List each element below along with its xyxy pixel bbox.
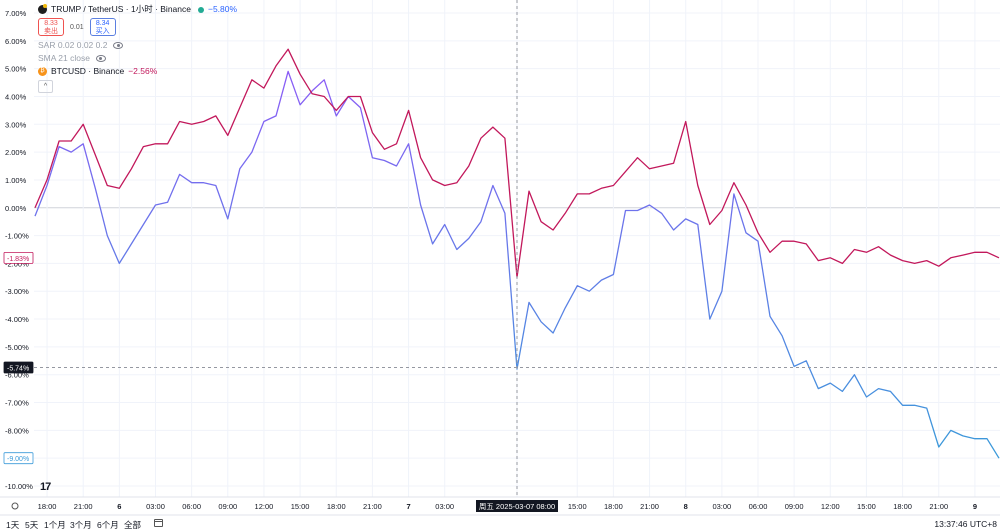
y-tick-label: -5.00%	[5, 343, 29, 352]
compare-symbol-title: BTCUSD · Binance	[51, 66, 125, 76]
y-tick-label: 7.00%	[5, 9, 27, 18]
timeframe-3m-button[interactable]: 3个月	[70, 520, 92, 530]
y-tick-label: 6.00%	[5, 37, 27, 46]
y-tick-label: -3.00%	[5, 287, 29, 296]
trump-series-line	[34, 70, 1000, 459]
tradingview-logo[interactable]: 17	[40, 481, 51, 493]
x-tick-label: 18:00	[604, 502, 623, 511]
x-tick-label: 03:00	[435, 502, 454, 511]
collapse-legend-button[interactable]: ^	[38, 80, 53, 93]
sar-indicator-label: SAR 0.02 0.02 0.2	[38, 40, 108, 50]
timeframe-all-button[interactable]: 全部	[124, 520, 142, 530]
price-tags: -1.83% -5.74% -9.00%	[3, 251, 34, 465]
buy-price: 8.34	[95, 20, 110, 27]
bitcoin-icon: ₿	[38, 67, 47, 76]
x-tick-label: 21:00	[74, 502, 93, 511]
y-tick-label: 5.00%	[5, 65, 27, 74]
spread-value: 0.01	[70, 23, 84, 31]
y-tick-label: -4.00%	[5, 315, 29, 324]
y-tick-label: -1.00%	[5, 232, 29, 241]
y-axis: 7.00% 6.00% 5.00% 4.00% 3.00% 2.00% 1.00% 0.00%…	[5, 9, 33, 491]
btc-last-price-tag: -1.83%	[7, 256, 29, 263]
crosshair-time-bg	[476, 500, 558, 512]
y-tick-label: 0.00%	[5, 204, 27, 213]
sma-indicator-label: SMA 21 close	[38, 53, 90, 63]
x-tick-label: 9	[973, 502, 977, 511]
x-tick-label: 15:00	[291, 502, 310, 511]
timeframe-1m-button[interactable]: 1个月	[44, 520, 66, 530]
main-symbol-change: −5.80%	[207, 4, 238, 14]
trump-last-price-tag-bg	[3, 452, 34, 465]
x-tick-label: 7	[406, 502, 410, 511]
y-tick-label: 4.00%	[5, 92, 27, 101]
chart-lines	[34, 0, 1000, 497]
x-tick-label: 15:00	[857, 502, 876, 511]
x-tick-label: 15:00	[568, 502, 587, 511]
y-tick-label: -6.00%	[5, 371, 29, 380]
x-tick-label: 12:00	[821, 502, 840, 511]
chart-legend: TRUMP / TetherUS · 1小时 · Binance −5.80% …	[38, 3, 237, 93]
trump-symbol-icon	[38, 4, 47, 14]
trade-buttons: 8.33 卖出 0.01 8.34 买入	[38, 18, 237, 36]
x-tick-label: 06:00	[182, 502, 201, 511]
x-tick-label: 18:00	[38, 502, 57, 511]
x-tick-label: 06:00	[749, 502, 768, 511]
x-tick-label: 03:00	[712, 502, 731, 511]
timeframe-5d-button[interactable]: 5天	[25, 520, 39, 530]
y-tick-label: 3.00%	[5, 120, 27, 129]
main-symbol-title: TRUMP / TetherUS · 1小时 · Binance	[51, 4, 191, 14]
y-tick-label: 2.00%	[5, 148, 27, 157]
y-tick-label: 1.00%	[5, 176, 27, 185]
main-symbol-row[interactable]: TRUMP / TetherUS · 1小时 · Binance −5.80%	[38, 3, 237, 16]
compare-symbol-row[interactable]: ₿ BTCUSD · Binance −2.56%	[38, 65, 237, 78]
market-open-status-icon	[197, 6, 204, 13]
y-tick-label: -10.00%	[5, 482, 33, 491]
x-tick-label: 12:00	[255, 502, 274, 511]
axis-settings-icon[interactable]	[11, 502, 19, 510]
trump-last-price-tag: -9.00%	[7, 456, 29, 463]
sell-price: 8.33	[44, 20, 58, 27]
crosshair-time-label: 周五 2025-03-07 08:00	[479, 502, 555, 511]
crosshair-price-tag-bg	[3, 361, 34, 374]
x-tick-label: 03:00	[146, 502, 165, 511]
x-tick-label: 21:00	[929, 502, 948, 511]
x-tick-label: 09:00	[785, 502, 804, 511]
x-tick-label: 8	[684, 502, 688, 511]
y-tick-label: -2.00%	[5, 259, 29, 268]
eye-icon[interactable]	[113, 42, 124, 49]
compare-symbol-change: −2.56%	[128, 66, 158, 76]
bottom-toolbar: 1天 5天 1个月 3个月 6个月 全部 13:37:46 UTC+8	[0, 516, 1000, 531]
sell-label: 卖出	[44, 28, 58, 35]
btc-last-price-tag-bg	[3, 251, 34, 264]
timeframe-6m-button[interactable]: 6个月	[97, 520, 119, 530]
eye-icon[interactable]	[95, 55, 106, 62]
x-tick-label: 6	[117, 502, 121, 511]
x-axis: 18:00 21:00 6 03:00 06:00 09:00 12:00 15:00 18:0…	[0, 496, 1000, 516]
utc-clock[interactable]: 13:37:46 UTC+8	[934, 519, 997, 529]
buy-label: 买入	[95, 28, 110, 35]
x-tick-label: 21:00	[363, 502, 382, 511]
buy-button[interactable]: 8.34 买入	[89, 18, 116, 36]
x-tick-label: 18:00	[327, 502, 346, 511]
x-tick-label: 21:00	[640, 502, 659, 511]
x-tick-label: 09:00	[218, 502, 237, 511]
timeframe-1d-button[interactable]: 1天	[6, 520, 20, 530]
calendar-icon[interactable]	[154, 519, 163, 527]
y-tick-label: -7.00%	[5, 399, 29, 408]
x-tick-label: 18:00	[893, 502, 912, 511]
y-tick-label: -8.00%	[5, 426, 29, 435]
sell-button[interactable]: 8.33 卖出	[38, 18, 64, 36]
crosshair-price-tag: -5.74%	[7, 365, 29, 372]
sma-indicator-row[interactable]: SMA 21 close	[38, 52, 237, 65]
sar-indicator-row[interactable]: SAR 0.02 0.02 0.2	[38, 39, 237, 52]
